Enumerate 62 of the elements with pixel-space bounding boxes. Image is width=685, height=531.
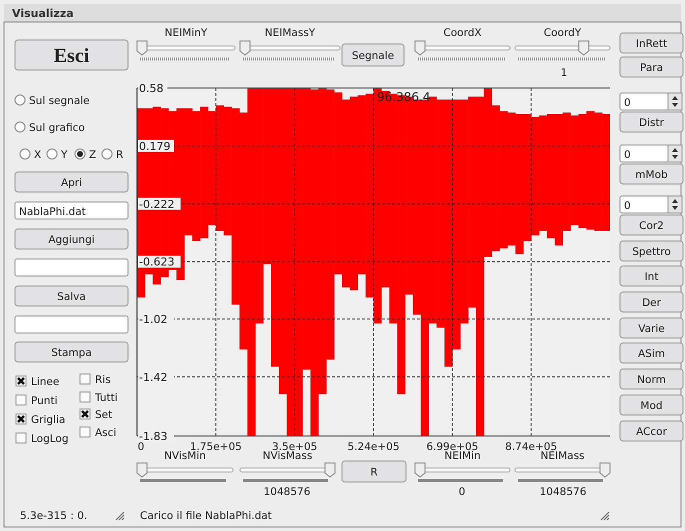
text: Punti [31, 395, 58, 407]
text: Salva [57, 291, 86, 303]
text: Linee [31, 376, 60, 388]
text: Norm [637, 374, 666, 386]
y-tick-label: -1.02 [139, 313, 168, 326]
text: X [34, 149, 42, 161]
text: LogLog [31, 433, 69, 445]
text: CoordX [443, 27, 482, 39]
text: 1 [560, 67, 568, 79]
text: Apri [60, 177, 82, 189]
text: NVisMass [262, 450, 312, 462]
text: Asci [95, 427, 116, 439]
text: mMob [635, 169, 668, 181]
text: Para [640, 62, 664, 74]
text: Z [89, 149, 96, 161]
text: Distr [639, 117, 665, 129]
text: 0 [624, 97, 631, 109]
text: ACcor [636, 426, 668, 438]
text: NEIMassY [264, 27, 316, 39]
text: Cor2 [639, 220, 664, 232]
text: Esci [54, 45, 90, 67]
y-tick-label: -1.83 [139, 430, 168, 443]
x-tick-label: 5.24e+05 [348, 441, 400, 453]
text: Sul grafico [29, 122, 85, 134]
y-tick-label: 0.179 [139, 140, 170, 153]
text: Y [60, 149, 68, 161]
text: Carico il file NablaPhi.dat [140, 510, 272, 522]
text: NEIMin [444, 450, 481, 462]
text: 0 [624, 149, 631, 161]
text: Varie [638, 323, 665, 335]
text: CoordY [544, 27, 582, 39]
text: InRett [636, 38, 668, 50]
text: 1048576 [540, 486, 587, 498]
text: R [370, 466, 378, 478]
text: 1048576 [264, 486, 311, 498]
y-tick-label: 0.58 [139, 82, 164, 95]
y-tick-label: -1.42 [139, 370, 168, 384]
text: Der [642, 297, 662, 309]
text: Set [95, 409, 112, 421]
text: Aggiungi [48, 234, 95, 246]
text: NEIMass [540, 450, 585, 462]
text: Ris [95, 374, 111, 386]
text: ASim [638, 348, 665, 360]
text: Tutti [94, 392, 118, 404]
y-tick-label: -0.222 [139, 198, 174, 211]
text: 0 [624, 200, 631, 212]
text: Mod [640, 400, 663, 412]
text: Segnale [352, 50, 394, 62]
x-tick-label: 0 [138, 441, 144, 453]
text: NablaPhi.dat [19, 206, 86, 218]
text: Griglia [31, 414, 66, 426]
text: Sul segnale [29, 95, 90, 107]
text: 0 [458, 486, 466, 498]
text: Int [644, 271, 658, 283]
y-tick-label: -0.623 [139, 256, 174, 269]
text: NEIMinY [164, 27, 208, 39]
text: R [116, 149, 124, 161]
text: Stampa [51, 347, 92, 359]
text: Spettro [632, 246, 671, 258]
text: Visualizza [12, 7, 74, 20]
text: 5.3e-315 : 0. [20, 510, 88, 522]
text: NVisMin [164, 450, 206, 462]
